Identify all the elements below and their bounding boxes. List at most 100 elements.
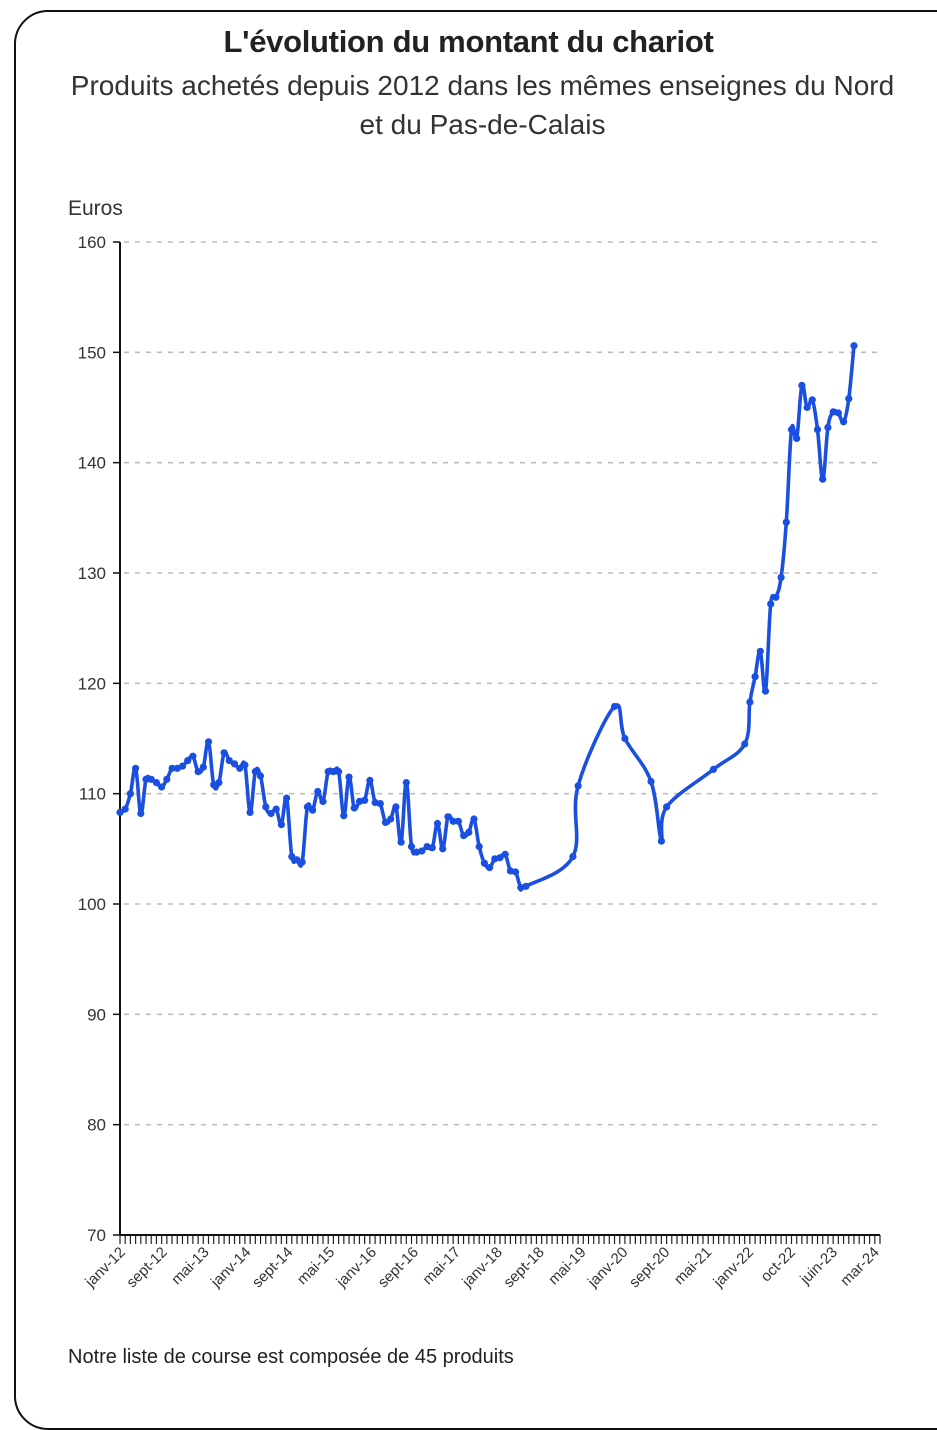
y-tick-label: 100 xyxy=(78,895,106,914)
x-tick-label: sept-18 xyxy=(500,1244,547,1291)
data-point xyxy=(444,813,452,821)
data-point xyxy=(496,854,504,862)
data-point xyxy=(663,803,671,811)
data-point xyxy=(152,779,160,787)
x-tick-label: mai-21 xyxy=(671,1244,715,1288)
data-point xyxy=(621,734,629,743)
x-tick-label: janv-14 xyxy=(207,1244,255,1292)
data-point xyxy=(241,761,249,769)
data-point xyxy=(256,772,265,780)
data-point xyxy=(465,828,473,836)
data-point xyxy=(246,808,254,817)
data-point xyxy=(397,838,405,846)
data-point xyxy=(350,804,358,812)
grid-lines xyxy=(124,241,880,1126)
data-point xyxy=(329,768,337,776)
data-point xyxy=(283,794,291,802)
data-point xyxy=(392,803,400,811)
data-point xyxy=(454,817,462,825)
data-point xyxy=(850,342,858,350)
data-point xyxy=(381,818,390,827)
data-point xyxy=(272,805,280,813)
x-tick-label: janv-12 xyxy=(81,1244,129,1292)
data-point xyxy=(808,396,816,404)
x-tick-label: sept-14 xyxy=(249,1244,296,1291)
y-tick-label: 90 xyxy=(87,1005,106,1024)
data-point xyxy=(845,395,853,403)
data-point xyxy=(220,749,228,757)
data-point xyxy=(741,740,749,748)
y-tick-label: 120 xyxy=(78,674,106,693)
series-line xyxy=(116,342,858,892)
x-tick-label: mai-13 xyxy=(168,1244,212,1288)
data-point xyxy=(163,775,171,783)
data-point xyxy=(709,765,718,774)
data-point xyxy=(267,809,275,818)
data-point xyxy=(335,768,343,776)
y-axis-ticks: 70 80 90 100 110 120 130 140 150 160 xyxy=(78,233,120,1245)
data-point xyxy=(303,803,311,811)
data-point xyxy=(433,819,442,828)
data-point xyxy=(813,426,822,434)
data-point xyxy=(470,815,478,823)
data-point xyxy=(574,782,582,790)
x-tick-label: sept-16 xyxy=(375,1244,422,1291)
data-point xyxy=(501,850,509,858)
y-tick-label: 140 xyxy=(78,454,106,473)
data-point xyxy=(215,779,223,787)
data-point xyxy=(782,518,790,526)
data-point xyxy=(189,752,197,760)
x-tick-label: mar-24 xyxy=(837,1244,883,1290)
data-point xyxy=(314,787,322,796)
y-tick-label: 130 xyxy=(78,564,106,583)
data-point xyxy=(204,738,213,746)
data-point xyxy=(277,821,285,829)
data-point xyxy=(199,763,207,771)
x-tick-label: mai-15 xyxy=(294,1244,338,1288)
data-point xyxy=(480,859,488,867)
data-point xyxy=(387,815,395,823)
data-point xyxy=(798,381,806,389)
x-tick-label: janv-20 xyxy=(584,1244,632,1292)
data-point xyxy=(610,702,619,711)
data-point xyxy=(840,418,848,426)
y-axis-label: Euros xyxy=(68,197,123,220)
x-tick-label: janv-16 xyxy=(333,1244,381,1292)
x-tick-label: janv-22 xyxy=(710,1244,758,1292)
x-tick-label: sept-20 xyxy=(626,1244,673,1291)
data-point xyxy=(569,853,577,861)
data-point xyxy=(449,817,457,825)
data-point xyxy=(407,843,416,851)
line-chart: Euros 70 80 90 100 110 120 130 140 150 160 janv-1… xyxy=(68,197,883,1291)
data-point xyxy=(787,426,796,434)
data-point xyxy=(142,775,150,783)
data-point xyxy=(121,805,129,813)
data-point xyxy=(132,764,140,772)
data-point xyxy=(225,757,233,765)
series-path xyxy=(118,343,856,892)
data-point xyxy=(230,760,239,768)
x-tick-label: mai-17 xyxy=(419,1244,463,1288)
data-point xyxy=(178,762,187,770)
data-point xyxy=(309,806,317,814)
y-tick-label: 70 xyxy=(87,1226,106,1245)
data-point xyxy=(137,809,145,818)
x-axis-ticks: janv-12sept-12mai-13janv-14sept-14mai-15… xyxy=(81,1235,883,1291)
data-point xyxy=(647,777,655,786)
data-point xyxy=(439,845,447,853)
data-point xyxy=(522,882,530,890)
data-point xyxy=(460,832,468,840)
data-point xyxy=(511,868,520,876)
data-point xyxy=(184,757,192,765)
data-point xyxy=(819,475,827,483)
data-point xyxy=(251,768,259,776)
data-point xyxy=(361,796,369,804)
data-point xyxy=(746,698,754,706)
data-point xyxy=(772,593,780,601)
data-point xyxy=(147,775,155,783)
data-point xyxy=(366,776,374,785)
data-point xyxy=(751,673,759,681)
data-point xyxy=(194,768,202,776)
data-point xyxy=(116,808,124,817)
data-point xyxy=(475,843,483,851)
